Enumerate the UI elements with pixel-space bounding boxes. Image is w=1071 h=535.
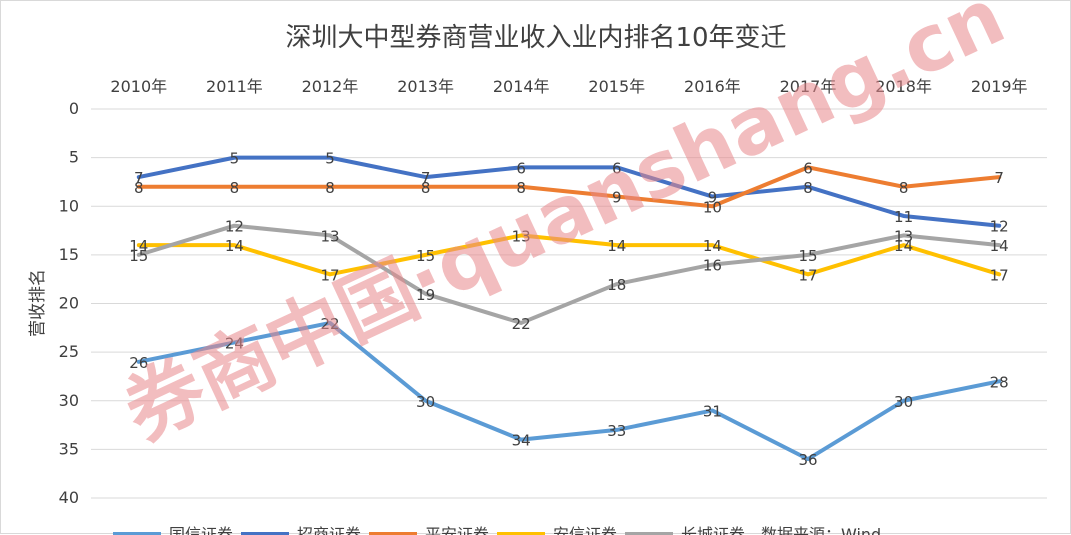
data-label: 7 <box>134 169 144 187</box>
data-label: 6 <box>612 159 622 177</box>
data-label: 6 <box>516 159 526 177</box>
data-label: 24 <box>225 334 244 352</box>
series-line-4 <box>136 223 1002 325</box>
y-tick-label: 35 <box>59 439 79 458</box>
series-line-0 <box>136 320 1002 462</box>
data-label: 6 <box>803 159 813 177</box>
series-line-3 <box>136 233 1002 277</box>
data-label: 8 <box>899 179 909 197</box>
data-label: 17 <box>320 266 339 284</box>
data-label: 15 <box>416 247 435 265</box>
data-label: 14 <box>607 237 626 255</box>
data-label: 30 <box>416 393 435 411</box>
data-label: 8 <box>421 179 431 197</box>
source-note: 数据来源：Wind <box>761 525 881 535</box>
data-label: 7 <box>421 169 431 187</box>
data-label: 14 <box>129 237 148 255</box>
data-label: 12 <box>990 218 1009 236</box>
data-label: 13 <box>512 227 531 245</box>
x-tick-label: 2011年 <box>206 77 263 96</box>
legend-entry: 招商证券 <box>297 525 361 535</box>
y-axis-label: 营收排名 <box>28 269 48 337</box>
x-tick-label: 2010年 <box>110 77 167 96</box>
data-label: 11 <box>894 208 913 226</box>
data-label: 13 <box>320 227 339 245</box>
legend-entry: 安信证券 <box>553 525 617 535</box>
data-label: 15 <box>798 247 817 265</box>
data-label: 12 <box>225 218 244 236</box>
data-label: 14 <box>990 237 1009 255</box>
data-label: 7 <box>994 169 1004 187</box>
data-label: 15 <box>129 247 148 265</box>
data-label: 22 <box>320 315 339 333</box>
chart-title: 深圳大中型券商营业收入业内排名10年变迁 <box>285 23 786 53</box>
data-label: 31 <box>703 402 722 420</box>
x-tick-label: 2015年 <box>588 77 645 96</box>
x-tick-label: 2018年 <box>875 77 932 96</box>
data-label: 33 <box>607 422 626 440</box>
data-label: 8 <box>516 179 526 197</box>
data-label: 14 <box>225 237 244 255</box>
data-label: 8 <box>134 179 144 197</box>
legend-entry: 平安证券 <box>425 525 489 535</box>
x-tick-label: 2013年 <box>397 77 454 96</box>
series-line-2 <box>136 165 1002 209</box>
x-tick-label: 2012年 <box>302 77 359 96</box>
data-label: 8 <box>230 179 240 197</box>
data-label: 16 <box>703 257 722 275</box>
data-label: 28 <box>990 373 1009 391</box>
y-tick-label: 15 <box>59 245 79 264</box>
data-label: 18 <box>607 276 626 294</box>
y-tick-label: 30 <box>59 391 79 410</box>
legend-entry: 长城证券 <box>681 525 745 535</box>
data-label: 14 <box>703 237 722 255</box>
x-tick-label: 2017年 <box>780 77 837 96</box>
y-tick-labels: 0 5 10 15 20 25 30 35 40 <box>59 99 79 507</box>
data-label: 5 <box>230 150 240 168</box>
x-tick-label: 2014年 <box>493 77 550 96</box>
data-label: 22 <box>512 315 531 333</box>
data-label: 9 <box>708 189 718 207</box>
data-label: 8 <box>325 179 335 197</box>
x-tick-label: 2016年 <box>684 77 741 96</box>
data-label: 5 <box>325 150 335 168</box>
legend-entry: 国信证券 <box>169 525 233 535</box>
watermark-text: 券商中国·quanshang.cn <box>111 1 1018 458</box>
data-label: 34 <box>512 432 531 450</box>
data-label: 13 <box>894 227 913 245</box>
series-line-1 <box>136 155 1002 228</box>
data-label: 8 <box>803 179 813 197</box>
data-label: 30 <box>894 393 913 411</box>
y-tick-label: 0 <box>69 99 79 118</box>
data-label: 9 <box>612 189 622 207</box>
y-tick-label: 25 <box>59 342 79 361</box>
data-label: 19 <box>416 286 435 304</box>
data-label: 26 <box>129 354 148 372</box>
data-label: 10 <box>703 198 722 216</box>
y-tick-label: 10 <box>59 196 79 215</box>
series-layer <box>136 155 1002 462</box>
y-tick-label: 40 <box>59 488 79 507</box>
data-label: 17 <box>798 266 817 284</box>
x-tick-labels: 2010年 2011年 2012年 2013年 2014年 2015年 2016年 2017年… <box>110 77 1027 96</box>
x-tick-label: 2019年 <box>971 77 1028 96</box>
data-label: 14 <box>894 237 913 255</box>
y-tick-label: 20 <box>59 294 79 313</box>
data-label: 17 <box>990 266 1009 284</box>
y-tick-label: 5 <box>69 148 79 167</box>
data-label: 36 <box>798 451 817 469</box>
